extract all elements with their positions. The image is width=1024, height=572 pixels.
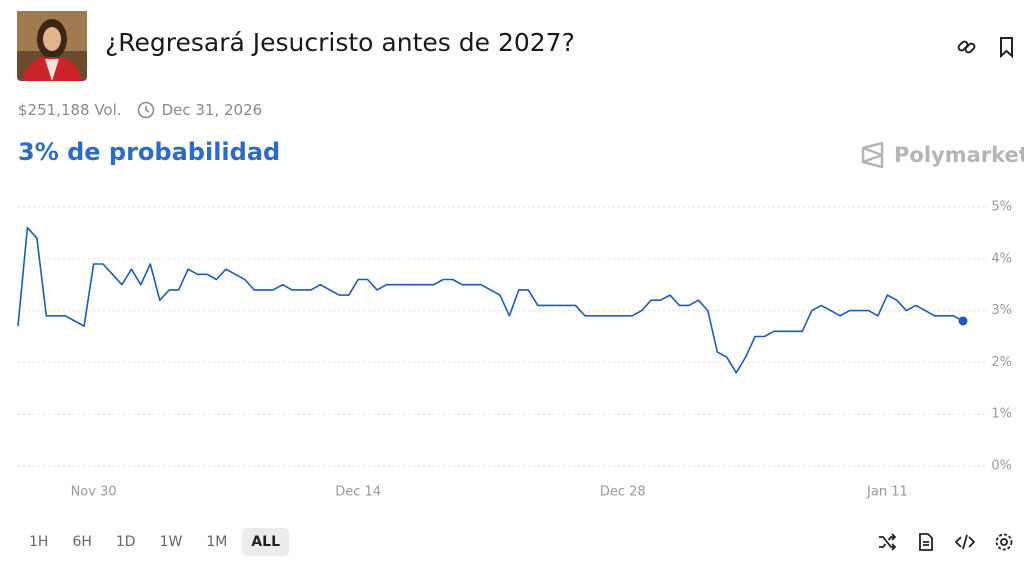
document-icon[interactable] bbox=[916, 532, 936, 552]
y-tick-label: 4% bbox=[991, 251, 1012, 266]
brand: Polymarket bbox=[860, 142, 1024, 168]
price-line bbox=[17, 226, 964, 374]
probability: 3% de probabilidad bbox=[18, 138, 281, 166]
y-tick-label: 2% bbox=[991, 355, 1012, 370]
x-tick-label: Dec 28 bbox=[600, 485, 646, 500]
brand-logo bbox=[861, 142, 884, 168]
range-button[interactable]: 1W bbox=[159, 534, 183, 550]
range-button[interactable]: 6H bbox=[72, 534, 92, 550]
volume: $251,188 Vol. bbox=[18, 101, 122, 119]
x-tick-label: Jan 11 bbox=[866, 485, 908, 500]
y-tick-label: 0% bbox=[991, 459, 1012, 474]
y-tick-label: 5% bbox=[991, 200, 1012, 215]
shuffle-icon[interactable] bbox=[877, 532, 897, 552]
range-selector: 1H 6H 1D 1W 1M ALL bbox=[20, 528, 289, 556]
chart-tools bbox=[877, 532, 1014, 552]
range-button[interactable]: 1M bbox=[206, 534, 228, 550]
settings-icon[interactable] bbox=[994, 532, 1014, 552]
bookmark-icon[interactable] bbox=[996, 36, 1018, 58]
link-icon[interactable] bbox=[956, 36, 978, 58]
x-tick-label: Nov 30 bbox=[71, 485, 117, 500]
clock-icon bbox=[137, 101, 154, 119]
brand-name: Polymarket bbox=[894, 143, 1024, 167]
market-meta: $251,188 Vol. Dec 31, 2026 bbox=[18, 100, 262, 120]
current-point bbox=[958, 316, 968, 326]
y-tick-label: 3% bbox=[991, 303, 1012, 318]
y-tick-label: 1% bbox=[991, 407, 1012, 422]
x-tick-label: Dec 14 bbox=[335, 485, 381, 500]
range-button[interactable]: 1H bbox=[29, 534, 49, 550]
embed-icon[interactable] bbox=[955, 532, 975, 552]
market-image bbox=[17, 11, 87, 81]
range-button[interactable]: ALL bbox=[242, 528, 289, 556]
end-date: Dec 31, 2026 bbox=[161, 101, 263, 119]
market-title: ¿Regresará Jesucristo antes de 2027? bbox=[105, 28, 575, 57]
range-button[interactable]: 1D bbox=[115, 534, 136, 550]
